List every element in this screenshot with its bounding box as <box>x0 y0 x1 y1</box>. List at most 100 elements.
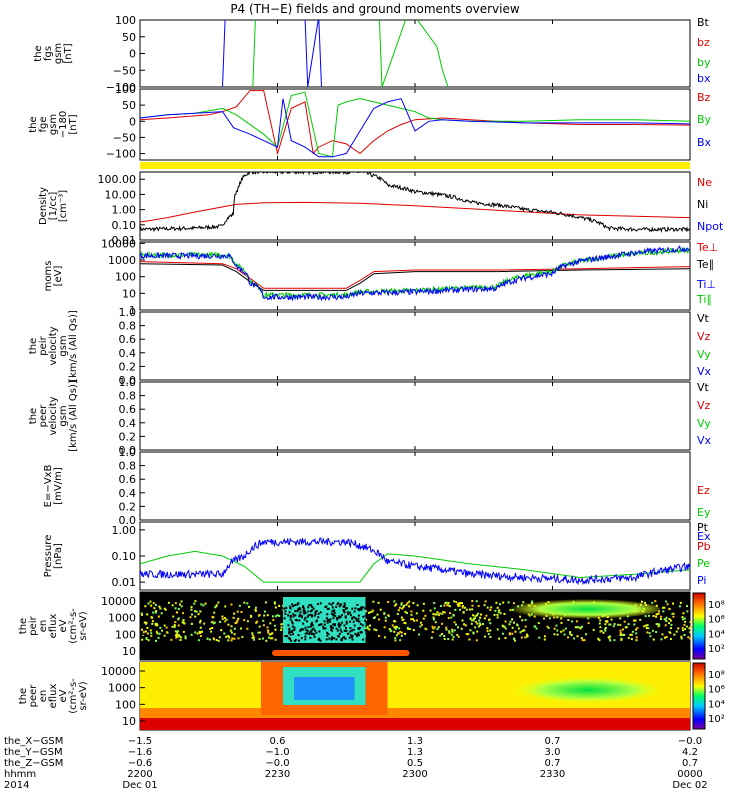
heatmap-cell <box>274 606 277 609</box>
heatmap-cell <box>680 637 683 640</box>
heatmap-cell <box>182 621 185 624</box>
y-axis-label: the <box>28 116 39 132</box>
heatmap-cell <box>472 619 475 622</box>
heatmap-cell <box>302 605 305 608</box>
heatmap-cell <box>511 626 514 629</box>
heatmap-cell <box>497 611 500 614</box>
legend-bx: bx <box>697 72 711 85</box>
heatmap-cell <box>451 630 454 633</box>
legend-Bz: Bz <box>697 91 711 104</box>
heatmap-cell <box>463 623 466 626</box>
heatmap-cell <box>265 639 268 642</box>
heatmap-cell <box>281 622 284 625</box>
legend-Ey: Ey <box>697 506 711 519</box>
heatmap-cell <box>424 614 427 617</box>
heatmap-cell <box>356 619 359 622</box>
heatmap-cell <box>620 637 623 640</box>
heatmap-cell <box>623 620 626 623</box>
heatmap-cell <box>153 607 156 610</box>
heatmap-cell <box>655 615 658 618</box>
heatmap-cell <box>579 627 582 630</box>
heatmap-cell <box>289 638 292 641</box>
heatmap-cell <box>330 636 333 639</box>
heatmap-cell <box>408 600 411 603</box>
heatmap-cell <box>671 612 674 615</box>
heatmap-cell <box>498 603 501 606</box>
heatmap-cell <box>597 637 600 640</box>
heatmap-cell <box>613 623 616 626</box>
heatmap-cell <box>318 637 321 640</box>
heatmap-cell <box>291 629 294 632</box>
heatmap-cell <box>156 624 159 627</box>
heatmap-cell <box>581 639 584 642</box>
heatmap-cell <box>255 621 258 624</box>
heatmap-cell <box>298 619 301 622</box>
heatmap-cell <box>665 620 668 623</box>
tick-label: 10 <box>122 645 136 658</box>
y-axis-label: peer <box>38 404 49 428</box>
heatmap-cell <box>458 602 461 605</box>
heatmap-cell <box>181 612 184 615</box>
heatmap-cell <box>350 634 353 637</box>
heatmap-cell <box>630 638 633 641</box>
heatmap-cell <box>145 622 148 625</box>
heatmap-cell <box>512 602 515 605</box>
heatmap-cell <box>443 637 446 640</box>
heatmap-cell <box>180 605 183 608</box>
heatmap-cell <box>272 650 410 656</box>
heatmap-cell <box>384 619 387 622</box>
heatmap-cell <box>437 626 440 629</box>
heatmap-cell <box>330 638 333 641</box>
heatmap-cell <box>140 718 690 730</box>
heatmap-cell <box>358 609 361 612</box>
heatmap-cell <box>237 617 240 620</box>
heatmap-cell <box>307 606 310 609</box>
heatmap-cell <box>657 610 660 613</box>
panel-7: Pressure [nPa] <box>43 521 691 591</box>
heatmap-cell <box>154 603 157 606</box>
heatmap-cell <box>311 609 314 612</box>
heatmap-cell <box>278 614 281 617</box>
colorbar-tick-label: 10⁸ <box>708 670 725 681</box>
heatmap-cell <box>140 613 143 616</box>
heatmap-cell <box>291 603 294 606</box>
heatmap-cell <box>314 629 317 632</box>
heatmap-cell <box>190 606 193 609</box>
heatmap-cell <box>340 630 343 633</box>
heatmap-cell <box>652 614 655 617</box>
legend-Vy: Vy <box>697 417 711 430</box>
heatmap-cell <box>629 633 632 636</box>
heatmap-cell <box>338 625 341 628</box>
y-axis-label: the <box>28 338 39 354</box>
heatmap-cell <box>384 616 387 619</box>
heatmap-cell <box>252 636 255 639</box>
heatmap-cell <box>433 607 436 610</box>
heatmap-cell <box>304 638 307 641</box>
heatmap-cell <box>508 623 511 626</box>
heatmap-cell <box>344 627 347 630</box>
heatmap-cell <box>444 602 447 605</box>
heatmap-cell <box>351 617 354 620</box>
heatmap-cell <box>182 630 185 633</box>
heatmap-cell <box>477 625 480 628</box>
heatmap-cell <box>467 633 470 636</box>
heatmap-cell <box>331 626 334 629</box>
heatmap-cell <box>332 637 335 640</box>
heatmap-cell <box>302 612 305 615</box>
heatmap-cell <box>163 624 166 627</box>
y-axis-label: gsm <box>48 114 59 135</box>
heatmap-cell <box>351 636 354 639</box>
heatmap-cell <box>294 638 297 641</box>
heatmap-cell <box>587 622 590 625</box>
heatmap-cell <box>338 605 341 608</box>
heatmap-cell <box>571 620 574 623</box>
heatmap-cell <box>150 634 153 637</box>
heatmap-cell <box>684 628 687 631</box>
heatmap-cell <box>619 623 622 626</box>
heatmap-cell <box>289 605 292 608</box>
heatmap-cell <box>496 616 499 619</box>
heatmap-cell <box>686 605 689 608</box>
heatmap-cell <box>401 618 404 621</box>
heatmap-cell <box>362 606 365 609</box>
heatmap-cell <box>140 612 143 615</box>
